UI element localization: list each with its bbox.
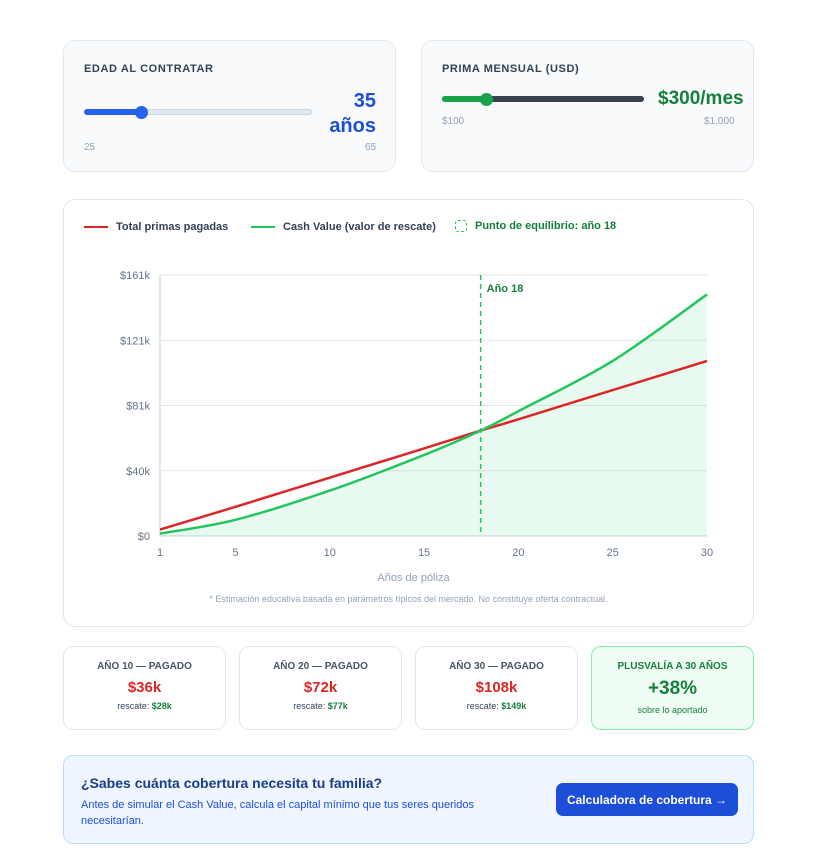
legend-dashed-box-icon [455,220,467,232]
legend-total-label: Total primas pagadas [116,221,229,233]
legend-cash-label: Cash Value (valor de rescate) [283,221,436,233]
legend-breakeven: Punto de equilibrio: año 18 [455,220,616,232]
stat-title: AÑO 10 — PAGADO [97,661,192,672]
premium-slider-thumb[interactable] [480,93,494,106]
cta-text: Antes de simular el Cash Value, calcula … [81,799,474,827]
legend-total-premiums: Total primas pagadas [84,221,228,233]
stat-card-gain: PLUSVALÍA A 30 AÑOS +38% sobre lo aporta… [591,646,754,730]
x-tick-label: 20 [512,547,524,559]
age-value-number: 35 [353,90,376,112]
premium-slider-label: PRIMA MENSUAL (USD) [442,63,580,75]
gain-title: PLUSVALÍA A 30 AÑOS [617,661,728,672]
gain-sub: sobre lo aportado [637,705,708,715]
premium-min-label: $100 [442,116,465,127]
y-tick-label: $161k [120,270,150,282]
gain-value: +38% [647,678,698,699]
stat-paid-value: $108k [475,679,518,696]
premium-slider-track[interactable] [442,96,644,102]
premium-max-label: $1.000 [704,116,735,127]
y-tick-label: $40k [126,466,150,478]
stat-title: AÑO 20 — PAGADO [273,661,368,672]
stat-paid-value: $36k [127,679,162,696]
coverage-cta-banner: ¿Sabes cuánta cobertura necesita tu fami… [63,755,754,844]
y-tick-label: $121k [120,335,150,347]
stat-rescue-value: $28k [151,701,172,711]
x-tick-label: 10 [324,547,336,559]
y-tick-label: $0 [138,531,150,543]
stat-title: AÑO 30 — PAGADO [449,661,544,672]
stat-card-year-10: AÑO 10 — PAGADO $36k rescate: $28k [63,646,226,730]
stat-rescue-value: $77k [327,701,348,711]
stat-card-year-20: AÑO 20 — PAGADO $72k rescate: $77k [239,646,402,730]
coverage-calculator-button[interactable]: Calculadora de cobertura → [556,783,738,816]
age-value: 35 años [329,89,376,139]
stat-rescue-label: rescate: [466,701,499,711]
x-tick-label: 30 [701,547,713,559]
x-tick-label: 1 [157,547,163,559]
chart-card: Total primas pagadas Cash Value (valor d… [63,199,754,627]
age-max-label: 65 [365,142,377,153]
premium-value: $300/mes [658,88,744,109]
x-axis-label: Años de póliza [377,572,450,584]
stat-rescue: rescate: $149k [416,701,577,711]
stat-paid-value: $72k [303,679,338,696]
stat-rescue-label: rescate: [117,701,150,711]
age-slider-label: EDAD AL CONTRATAR [84,63,214,75]
y-tick-label: $81k [126,401,150,413]
premium-slider-fill [442,96,487,102]
x-tick-label: 25 [607,547,619,559]
legend-breakeven-label: Punto de equilibrio: año 18 [475,220,617,232]
stat-rescue: rescate: $77k [240,701,401,711]
premium-slider-card: PRIMA MENSUAL (USD) $300/mes $100 $1.000 [421,40,754,172]
breakeven-label: Año 18 [487,283,524,295]
total-premiums-line [159,359,708,531]
age-slider-card: EDAD AL CONTRATAR 35 años 25 65 [63,40,396,172]
legend-green-line [251,226,275,228]
age-value-unit: años [329,115,376,137]
cta-title: ¿Sabes cuánta cobertura necesita tu fami… [81,775,383,791]
age-slider-fill [84,109,141,115]
x-tick-label: 15 [418,547,430,559]
cash-value-line [159,293,708,535]
stat-card-year-30: AÑO 30 — PAGADO $108k rescate: $149k [415,646,578,730]
x-tick-label: 5 [232,547,238,559]
stat-rescue-label: rescate: [293,701,326,711]
chart-footnote: * Estimación educativa basada en parámet… [209,594,608,604]
stat-rescue: rescate: $28k [64,701,225,711]
stat-rescue-value: $149k [501,701,527,711]
legend-red-line [84,226,108,228]
age-min-label: 25 [84,142,96,153]
cash-value-area [160,294,707,536]
age-slider-thumb[interactable] [134,106,148,119]
legend-cash-value: Cash Value (valor de rescate) [251,221,436,233]
